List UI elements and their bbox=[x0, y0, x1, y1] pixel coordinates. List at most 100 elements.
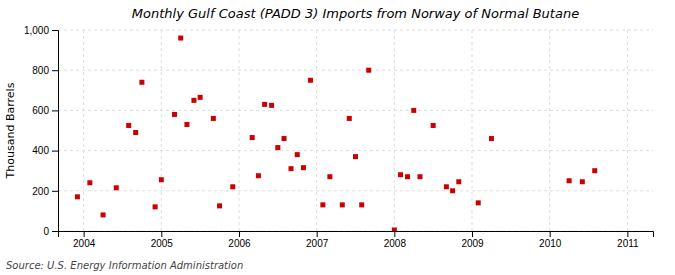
point bbox=[172, 112, 177, 117]
grid-line-x bbox=[238, 30, 239, 231]
grid-line-y bbox=[58, 70, 653, 71]
x-axis-tick: 2005 bbox=[151, 231, 174, 249]
x-axis-tick: 2010 bbox=[539, 231, 562, 249]
point bbox=[489, 136, 494, 141]
x-axis-tick-label: 2009 bbox=[461, 238, 484, 249]
point bbox=[398, 172, 403, 177]
point bbox=[191, 98, 196, 103]
point bbox=[450, 188, 455, 193]
y-axis-tick-label: 1,000 bbox=[24, 25, 49, 36]
x-axis-tick-mark bbox=[239, 231, 240, 237]
point bbox=[282, 136, 287, 141]
x-axis-tick: 2009 bbox=[461, 231, 484, 249]
plot-area: 2004200520062007200820092010201102004006… bbox=[24, 25, 654, 249]
x-axis-tick-label: 2006 bbox=[228, 238, 251, 249]
chart-container: 2004200520062007200820092010201102004006… bbox=[0, 0, 675, 275]
point bbox=[476, 200, 481, 205]
point bbox=[366, 68, 371, 73]
y-axis-tick-label: 200 bbox=[32, 186, 49, 197]
point bbox=[256, 173, 261, 178]
point bbox=[198, 95, 203, 100]
x-axis-tick-mark bbox=[472, 231, 473, 237]
point bbox=[308, 78, 313, 83]
point bbox=[178, 36, 183, 41]
grid-line-x bbox=[472, 30, 473, 231]
point bbox=[75, 194, 80, 199]
grid-line-x bbox=[549, 30, 550, 231]
x-axis-tick-mark bbox=[317, 231, 318, 237]
grid-line-y bbox=[58, 30, 653, 31]
point bbox=[101, 212, 106, 217]
x-axis: 20042005200620072008200920102011 bbox=[59, 231, 654, 249]
point bbox=[269, 103, 274, 108]
y-axis-tick-mark bbox=[52, 70, 58, 71]
y-axis-tick: 800 bbox=[32, 65, 58, 76]
x-axis-tick-label: 2011 bbox=[617, 238, 639, 249]
point bbox=[153, 204, 158, 209]
point bbox=[417, 174, 422, 179]
point bbox=[359, 202, 364, 207]
point bbox=[353, 154, 358, 159]
x-axis-tick-mark bbox=[394, 231, 395, 237]
point bbox=[456, 179, 461, 184]
y-axis-tick-mark bbox=[52, 231, 58, 232]
grid-line-y bbox=[58, 110, 653, 111]
y-axis-tick: 400 bbox=[32, 145, 58, 156]
point bbox=[592, 168, 597, 173]
grid-line-x bbox=[394, 30, 395, 231]
point bbox=[262, 102, 267, 107]
y-axis-tick-label: 600 bbox=[32, 105, 49, 116]
y-axis-tick: 600 bbox=[32, 105, 58, 116]
x-axis-tick: 2008 bbox=[384, 231, 407, 249]
y-axis-tick: 200 bbox=[32, 186, 58, 197]
point bbox=[289, 166, 294, 171]
y-axis-tick-label: 400 bbox=[32, 145, 49, 156]
point bbox=[159, 177, 164, 182]
point bbox=[405, 174, 410, 179]
grid-line-x bbox=[83, 30, 84, 231]
point bbox=[444, 184, 449, 189]
title: Monthly Gulf Coast (PADD 3) Imports from… bbox=[132, 6, 579, 21]
point bbox=[567, 178, 572, 183]
grid-line-y bbox=[58, 190, 653, 191]
grid-line-x bbox=[161, 30, 162, 231]
y-axis-tick-mark bbox=[52, 110, 58, 111]
x-axis-tick: 2006 bbox=[228, 231, 251, 249]
point bbox=[392, 227, 397, 231]
grid bbox=[58, 30, 653, 231]
point bbox=[211, 116, 216, 121]
point bbox=[411, 108, 416, 113]
x-axis-tick-mark bbox=[161, 231, 162, 237]
point bbox=[139, 80, 144, 85]
point bbox=[217, 203, 222, 208]
grid-line-x bbox=[316, 30, 317, 231]
chart: 2004200520062007200820092010201102004006… bbox=[0, 0, 675, 275]
x-axis-line bbox=[59, 232, 654, 238]
y-axis-tick-mark bbox=[52, 151, 58, 152]
y-axis-tick-mark bbox=[52, 191, 58, 192]
x-axis-tick-mark bbox=[627, 231, 628, 237]
y-axis-tick-label: 800 bbox=[32, 65, 49, 76]
point bbox=[431, 123, 436, 128]
x-axis-tick: 2004 bbox=[73, 231, 96, 249]
point bbox=[126, 123, 131, 128]
x-axis-tick-label: 2004 bbox=[73, 238, 96, 249]
point bbox=[327, 174, 332, 179]
point bbox=[133, 130, 138, 135]
y-axis-tick-label: 0 bbox=[43, 226, 49, 237]
point bbox=[184, 122, 189, 127]
y-axis-title: Thousand Barrels bbox=[4, 82, 17, 179]
point bbox=[301, 165, 306, 170]
points bbox=[75, 36, 597, 231]
x-axis-tick-label: 2010 bbox=[539, 238, 562, 249]
y-axis-tick: 0 bbox=[43, 226, 58, 237]
grid-line-x bbox=[627, 30, 628, 231]
point bbox=[320, 202, 325, 207]
y-axis: 0 200 400 600 800 1,000 bbox=[24, 25, 59, 237]
point bbox=[250, 135, 255, 140]
point bbox=[87, 180, 92, 185]
y-axis-tick-mark bbox=[52, 30, 58, 31]
grid-line-y bbox=[58, 150, 653, 151]
point bbox=[295, 152, 300, 157]
point bbox=[275, 145, 280, 150]
